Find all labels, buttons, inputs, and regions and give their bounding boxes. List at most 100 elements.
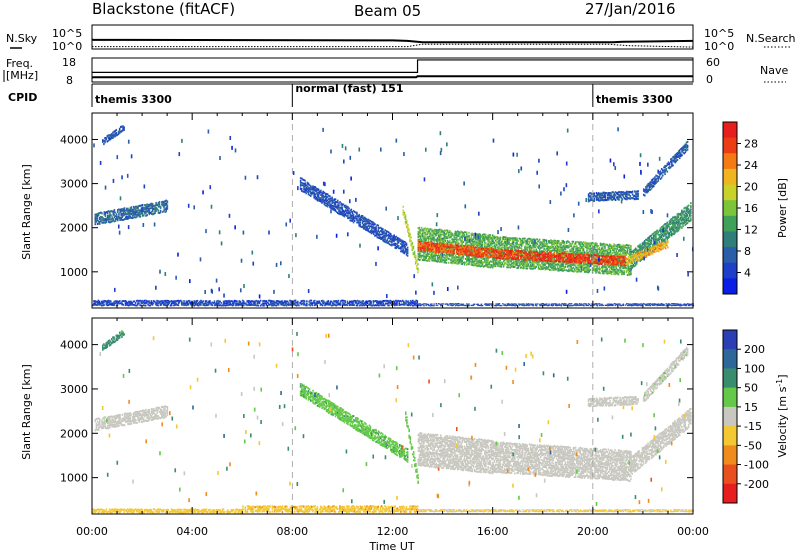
data-cell	[421, 239, 423, 241]
data-cell	[537, 243, 539, 245]
data-cell	[690, 205, 692, 207]
data-cell	[672, 164, 674, 166]
data-cell	[123, 126, 125, 128]
data-cell	[407, 249, 409, 251]
data-cell	[496, 244, 498, 246]
data-cell	[329, 195, 331, 197]
data-cell	[628, 258, 630, 260]
data-cell	[140, 216, 142, 218]
data-cell	[575, 254, 577, 256]
data-cell	[677, 159, 679, 161]
noise-panel-frame	[92, 25, 693, 49]
data-cell	[623, 273, 625, 275]
nave-label: Nave	[760, 64, 788, 77]
data-cell	[412, 242, 414, 244]
data-cell	[530, 245, 532, 247]
data-cell	[641, 250, 643, 252]
data-cell	[629, 256, 631, 258]
data-cell	[460, 245, 462, 247]
data-cell	[678, 229, 680, 231]
data-cell	[510, 239, 512, 241]
data-cell	[415, 255, 417, 257]
noise-left-tick-top: 10^5	[52, 27, 82, 40]
cpid-segment-label-2: normal (fast) 151	[295, 82, 403, 95]
data-cell	[556, 253, 558, 255]
data-cell	[105, 215, 107, 217]
data-cell	[421, 257, 423, 259]
data-cell	[573, 253, 575, 255]
data-cell	[550, 258, 552, 260]
data-cell	[502, 240, 504, 242]
data-cell	[660, 170, 662, 172]
data-cell	[554, 254, 556, 256]
data-cell	[584, 262, 586, 264]
data-cell	[383, 231, 385, 233]
data-cell	[591, 260, 593, 262]
data-cell	[304, 180, 306, 182]
data-cell	[512, 250, 514, 252]
data-cell	[485, 234, 487, 236]
data-cell	[616, 266, 618, 268]
data-cell	[375, 228, 377, 230]
data-cell	[690, 211, 692, 213]
data-cell	[419, 227, 421, 229]
data-cell	[436, 253, 438, 255]
data-cell	[408, 228, 410, 230]
data-cell	[501, 251, 503, 253]
data-cell	[520, 258, 522, 260]
data-cell	[596, 270, 598, 272]
data-cell	[543, 248, 545, 250]
data-cell	[459, 233, 461, 235]
data-cell	[492, 267, 494, 269]
data-cell	[546, 240, 548, 242]
data-cell	[149, 210, 151, 212]
data-cell	[443, 249, 445, 251]
data-cell	[142, 204, 144, 206]
data-cell	[407, 251, 409, 253]
data-cell	[659, 175, 661, 177]
data-cell	[422, 243, 424, 245]
data-cell	[572, 243, 574, 245]
data-cell	[606, 268, 608, 270]
data-cell	[688, 217, 690, 219]
data-cell	[502, 255, 504, 257]
data-cell	[416, 265, 418, 267]
data-cell	[605, 266, 607, 268]
data-cell	[579, 260, 581, 262]
data-cell	[159, 203, 161, 205]
data-cell	[581, 262, 583, 264]
data-cell	[627, 250, 629, 252]
cpid-label: CPID	[8, 91, 37, 104]
data-cell	[666, 227, 668, 229]
data-cell	[690, 215, 692, 217]
date-title: 27/Jan/2016	[585, 0, 676, 18]
n-sky-trace	[92, 39, 693, 42]
data-cell	[463, 253, 465, 255]
data-cell	[517, 240, 519, 242]
data-cell	[113, 218, 115, 220]
data-cell	[590, 269, 592, 271]
data-cell	[160, 206, 162, 208]
data-cell	[420, 252, 422, 254]
data-cell	[167, 200, 169, 202]
data-cell	[669, 162, 671, 164]
data-cell	[517, 257, 519, 259]
data-cell	[433, 237, 435, 239]
data-cell	[448, 262, 450, 264]
data-cell	[537, 259, 539, 261]
data-cell	[671, 231, 673, 233]
data-cell	[348, 207, 350, 209]
data-cell	[347, 214, 349, 216]
cpid-segment-label-3: themis 3300	[596, 93, 673, 106]
data-cell	[508, 262, 510, 264]
data-cell	[454, 252, 456, 254]
data-cell	[526, 268, 528, 270]
data-cell	[617, 248, 619, 250]
data-cell	[537, 238, 539, 240]
data-cell	[630, 248, 632, 250]
data-cell	[644, 195, 646, 197]
data-cell	[390, 233, 392, 235]
data-cell	[320, 190, 322, 192]
